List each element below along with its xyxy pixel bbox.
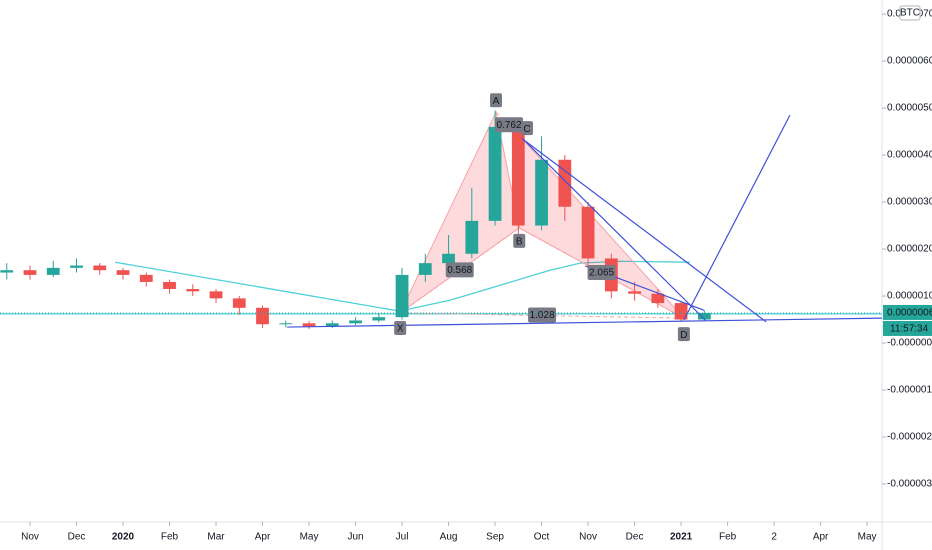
ratio-box [587,265,616,281]
candle-body [488,126,502,221]
x-tick-label: May [858,532,877,543]
pattern-point-box [394,320,407,335]
candle-body [697,312,711,320]
x-tick-label: Sep [486,532,504,543]
candle-body [256,307,269,325]
x-tick-label: Apr [813,532,829,543]
ratio-box [528,307,557,323]
pattern-point-box [677,327,690,342]
x-tick-label: Jun [347,532,363,543]
ratio-box [445,262,474,278]
pattern-point-label: D [680,330,687,341]
candle-body [186,288,200,292]
candle-body [395,274,409,318]
pattern-point-box [489,93,502,108]
candle-body [139,274,153,282]
x-tick-label: Aug [440,532,458,543]
candle-body [116,270,130,275]
trend-line [521,137,706,321]
candle-body [23,270,37,275]
candle-body [349,320,362,324]
ratio-label: 2.065 [589,268,614,279]
pattern-point-label: C [523,124,530,135]
candle-body [674,303,688,320]
candle-body [628,291,641,294]
candle-body [372,317,386,321]
pattern-point-box [513,233,526,248]
x-tick-label: 2021 [670,532,693,543]
x-tick-label: Oct [534,532,550,543]
pattern-point-label: A [493,96,500,107]
trend-line [287,317,882,328]
x-tick-label: Nov [21,532,39,543]
candle-body [209,291,223,299]
candle-body [418,263,432,275]
x-tick-label: Dec [626,532,644,543]
candle-body [302,323,316,327]
candle-body [232,298,246,308]
ratio-label: 0.762 [497,120,522,131]
candle-body [511,126,525,226]
ratio-label: 1.028 [530,310,555,321]
candle-body [651,293,665,304]
candle-body [535,159,548,226]
last-price-badge [883,304,932,320]
x-tick-label: Dec [68,532,86,543]
countdown-label: 11:57:34 [890,324,929,335]
y-tick-label: 0.00000100 [887,291,932,302]
y-tick-label: -0.00000000 [887,338,932,349]
ratio-label: 0.568 [447,265,472,276]
countdown-badge [883,320,932,336]
candle-body [46,267,60,275]
x-tick-label: Mar [207,532,225,543]
x-tick-label: Feb [719,532,737,543]
candle-body [325,323,339,327]
last-price-label: 0.00000064 [887,308,932,319]
y-tick-label: -0.00000100 [887,385,932,396]
x-tick-label: Apr [255,532,271,543]
x-tick-label: 2020 [112,532,135,543]
pattern-point-label: X [397,324,404,335]
currency-label: BTC [900,8,920,19]
ratio-box [495,117,524,133]
x-tick-label: May [300,532,319,543]
candle-body [581,206,595,259]
candle-body [0,270,14,273]
x-tick-label: Feb [161,532,179,543]
trend-line [523,139,767,323]
x-tick-label: 2 [771,532,777,543]
currency-badge [899,5,921,21]
candle-body [70,265,83,268]
candle-body [163,281,176,289]
trend-line [683,114,791,321]
x-tick-label: Jul [396,532,409,543]
candle-body [279,323,293,325]
pattern-point-label: B [516,237,523,248]
candle-body [558,159,572,207]
candle-body [442,253,455,264]
x-tick-label: Nov [579,532,597,543]
pattern-point-box [521,121,534,136]
candle-body [93,265,107,271]
candle-body [465,220,479,254]
